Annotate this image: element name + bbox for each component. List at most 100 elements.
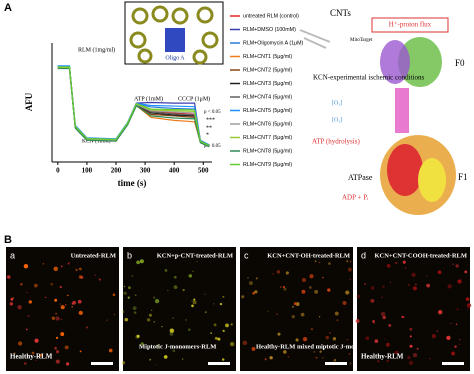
speckle [204,293,206,295]
speckle [191,304,194,308]
diagram: CNTs MitoTarget H⁺-proton flux F0 KCN-ex… [299,8,468,215]
speckle [315,356,318,359]
speckle [210,332,213,334]
speckle [322,276,324,279]
speckle [72,300,77,305]
diagram-label: F0 [455,58,465,68]
speckle [314,289,319,294]
speckle [148,313,152,317]
speckle [446,335,451,341]
diagram-label: [O₂] [332,100,342,106]
legend-label: RLM+CNT6 (5μg/ml) [243,121,292,127]
speckle [222,358,225,361]
speckle [18,341,23,346]
speckle [60,318,63,321]
speckle [314,260,317,263]
annotation: p > 0.05 [204,144,221,149]
speckle [322,357,324,359]
speckle [136,260,140,265]
speckle [86,326,88,329]
series-line [57,67,210,148]
speckle [334,311,339,316]
speckle [136,334,140,338]
legend-label: RLM+CNT9 (5μg/ml) [243,162,292,168]
speckle [447,284,452,289]
speckle [255,277,258,280]
image-caption: Healthy-RLM mixed miptotic J-monomers [256,343,375,350]
speckle [382,315,386,320]
speckle [437,309,443,315]
diagram-label: KCN-experimental ischemic conditions [313,74,424,82]
speckle [51,316,56,320]
speckle [269,356,273,360]
speckle [67,262,70,265]
scale-bar [91,362,113,365]
speckle [247,277,249,279]
speckle [333,358,337,362]
speckle [416,347,419,350]
speckle [71,306,73,308]
speckle [346,338,349,341]
speckle [386,359,390,363]
speckle [28,300,33,304]
speckle [276,313,278,315]
speckle [113,313,115,316]
speckle [465,297,470,301]
annotation: RLM (1mg/ml) [78,46,115,53]
speckle [348,353,351,355]
speckle [457,279,462,284]
speckle [34,338,39,343]
speckle [415,283,417,285]
scale-bar [442,362,464,365]
speckle [404,267,407,269]
speckle [282,285,285,289]
image-caption: Healthy-RLM [361,353,404,361]
annotation: p < 0.05 [204,110,221,115]
speckle [169,328,175,333]
speckle [373,322,376,324]
speckle [285,271,289,275]
speckle [455,264,459,268]
speckle [327,288,331,292]
speckle [78,310,83,316]
speckle [173,285,178,290]
speckle [395,261,398,264]
speckle [106,319,108,321]
speckle [54,346,57,350]
image-caption: Healthy-RLM [10,353,53,361]
speckle [302,337,308,342]
diagram-label: ATPase [348,173,373,182]
speckle [325,335,329,340]
speckle [436,330,438,332]
annotation: *** [206,117,215,123]
annotation: CCCP (1μM) [178,95,210,102]
panel-label: B [4,234,12,246]
speckle [192,300,197,305]
speckle [251,346,256,351]
speckle [349,278,351,281]
box [371,17,449,33]
scale-bar [208,362,230,365]
legend-label: RLM+Oligomycin A (1μM) [243,40,304,46]
x-tick-label: 300 [140,167,151,175]
y-axis-label: AFU [24,92,34,111]
speckle [67,294,69,297]
speckle [372,319,376,323]
speckle [386,263,391,268]
speckle [193,298,196,301]
speckle [450,322,452,325]
speckle [191,300,193,302]
speckle [385,342,390,347]
image-letter: b [127,250,132,260]
speckle [23,264,29,269]
speckle [456,308,459,311]
speckle [300,312,305,317]
speckle [147,318,151,322]
image-caption: Miptotic J-monomers-RLM [139,343,216,350]
speckle [407,355,411,360]
speckle [318,261,321,264]
speckle [219,302,223,306]
speckle [156,344,160,348]
speckle [139,259,144,264]
image-title: KCN+p-CNT-treated-RLM [157,252,233,259]
